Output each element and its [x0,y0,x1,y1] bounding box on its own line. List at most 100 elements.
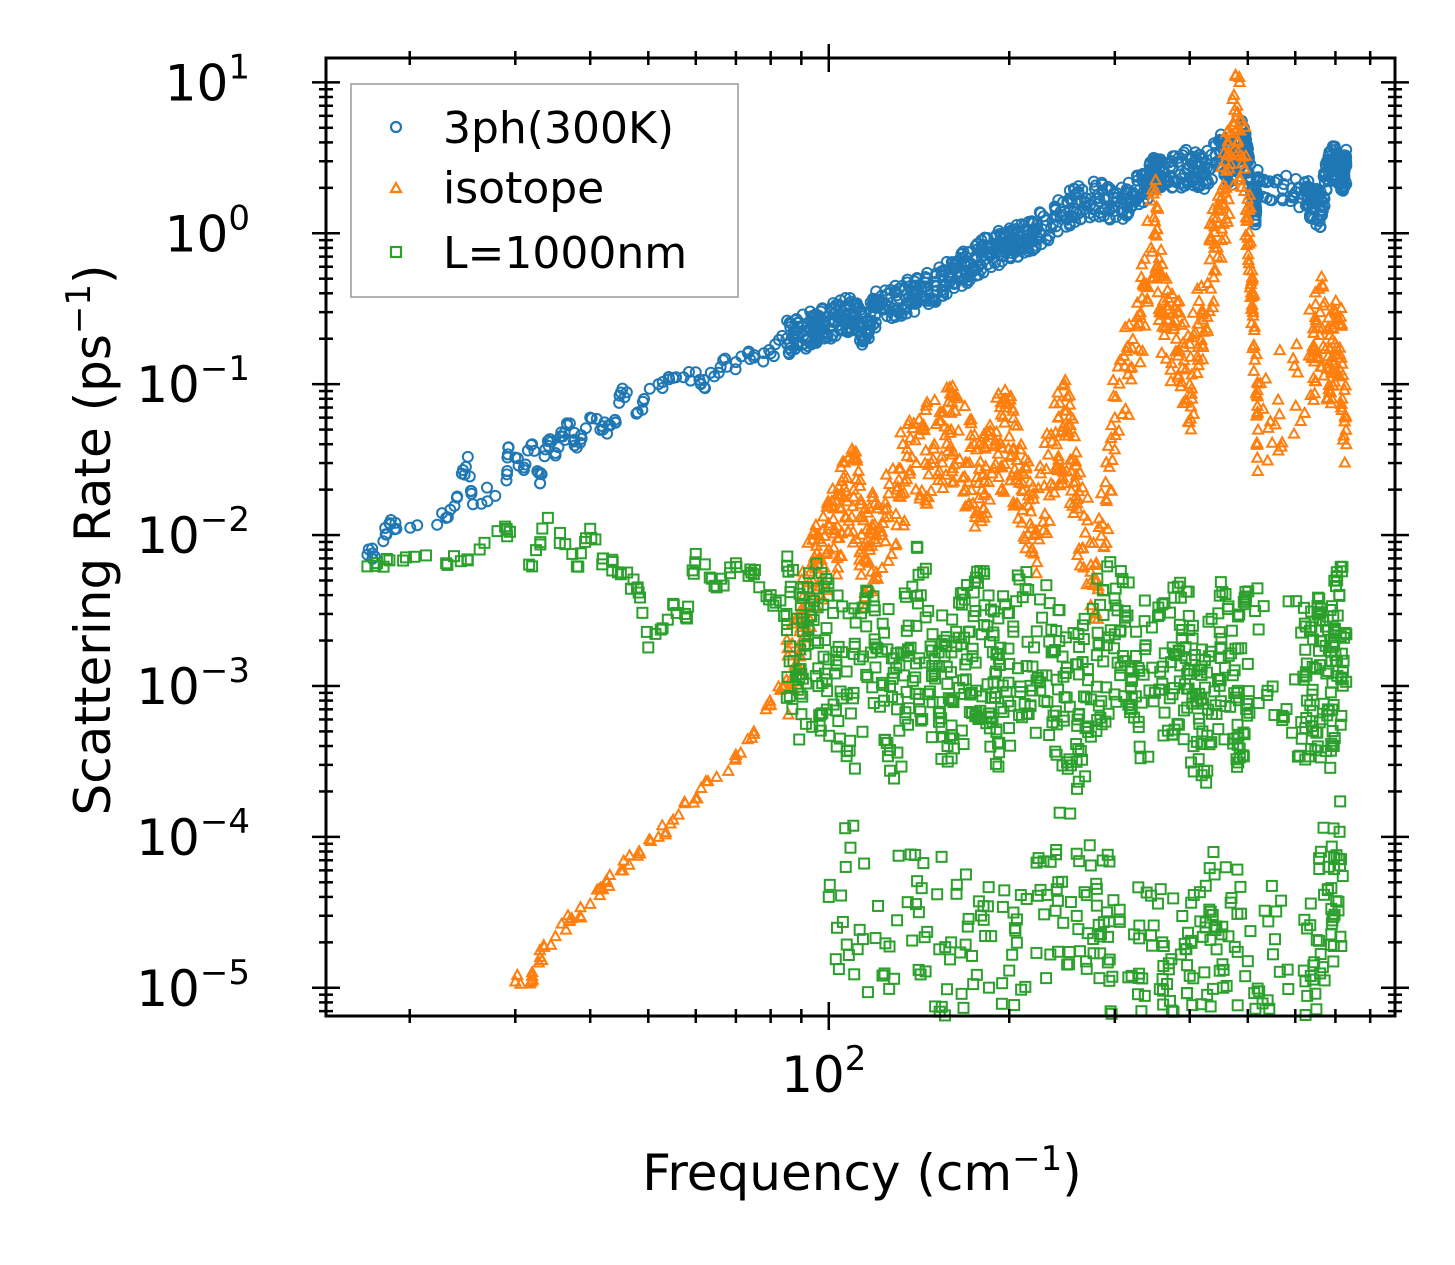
series-1-cloud-point [976,500,990,514]
series-0-point [1329,155,1342,168]
series-2-cloud-point [987,629,1000,642]
series-1-cloud-point [1004,448,1019,461]
series-2-cloud-point [1041,696,1054,709]
series-1-point [1183,377,1197,390]
series-2-cloud-point [1192,753,1205,766]
series-1-cloud-point [1154,242,1168,255]
series-2-cloud-point [848,762,861,775]
series-1-cloud-point [1233,114,1248,127]
series-1-cloud-point [1306,321,1321,334]
series-1-cloud-point [699,774,713,787]
series-2-cloud-point [717,579,730,592]
series-2-cloud-point [1002,642,1015,655]
series-1-cloud-point [1242,187,1257,200]
series-2-cloud-point [1205,612,1218,625]
series-2-cloud-point [875,676,888,689]
series-2-cloud-point [1091,714,1104,727]
series-1-point [1155,305,1169,318]
series-1-cloud-point [1013,442,1027,455]
series-2-cloud-point [1059,667,1072,680]
series-2-cloud-point [1304,624,1317,637]
series-2-cloud-point [1070,909,1083,922]
series-2-cloud-point [868,604,881,617]
series-2-cloud-point [879,733,892,746]
series-2-cloud-point [1026,660,1039,673]
series-2-cloud-point [895,760,908,773]
series-2-cloud-point [806,720,819,733]
series-2-cloud-point [1297,601,1310,614]
series-1-cloud-point [1134,269,1149,283]
series-2-cloud-point [1187,972,1200,985]
series-0-point [975,250,988,263]
series-2-cloud-point [1043,729,1056,742]
series-2-point [1148,686,1161,699]
series-2-cloud-point [1332,895,1345,908]
series-2-cloud-point [848,637,861,650]
series-2-cloud-point [1186,619,1199,632]
series-1-cloud-point [1069,467,1084,480]
series-0-cloud-point [849,321,862,334]
series-1-cloud-point [1066,475,1081,488]
series-2-cloud-point [1244,925,1257,938]
series-1-cloud-point [1080,490,1095,503]
series-2-point [1125,662,1138,675]
series-1-cloud-point [997,415,1012,428]
series-2-cloud-point [1072,923,1085,936]
series-2-point [584,522,597,535]
series-2-cloud-point [1204,1000,1217,1013]
x-axis-label: Frequency (cm−1) [642,1139,1082,1202]
series-2-cloud-point [1331,609,1344,622]
series-1-cloud-point [1151,285,1165,298]
series-2-cloud-point [1266,948,1279,961]
series-1-cloud-point [931,467,945,480]
series-2-point [642,641,655,654]
series-2-cloud-point [1138,615,1151,628]
series-2-cloud-point [901,896,914,909]
series-2-cloud-point [802,567,815,580]
series-2-cloud-point [1074,745,1087,758]
series-1-point [1027,528,1041,541]
series-0-cloud-point [985,260,998,273]
series-2-point [1125,969,1138,982]
series-1-cloud-point [958,399,972,412]
series-2-cloud-point [1031,671,1044,684]
series-0-cloud-point [620,386,633,399]
series-1-cloud-point [1140,213,1155,226]
series-1-cloud-point [854,493,868,506]
series-2-cloud-point [1132,881,1145,894]
series-2-cloud-point [1138,989,1151,1002]
series-1-cloud-point [1289,398,1303,411]
series-1-cloud-point [1159,271,1174,284]
y-tick-label: 100 [165,198,250,263]
series-2-cloud-point [1290,595,1303,608]
series-2-cloud-point [1215,928,1228,941]
series-2-cloud-point [1199,879,1212,892]
series-1-cloud-point [1247,322,1261,335]
series-1-cloud-point [1052,409,1066,422]
y-tick-label: 10−2 [136,500,250,565]
series-0-cloud-point [893,292,906,305]
series-1-cloud-point [1231,133,1245,146]
series-1-cloud-point [1333,340,1347,353]
series-2-cloud-point [1257,600,1270,613]
series-1-point [666,812,680,825]
series-2-cloud-point [1242,685,1255,698]
series-2-cloud-point [1094,947,1107,960]
series-1-cloud-point [1195,312,1210,325]
series-2-cloud-point [1231,945,1244,958]
series-1-point [890,482,904,495]
series-2-cloud-point [957,738,970,751]
series-1-cloud-point [871,497,885,510]
series-2-cloud-point [1200,776,1213,789]
series-1-cloud-point [920,395,934,408]
series-2-cloud-point [1142,750,1155,763]
series-2-cloud-point [1156,973,1169,986]
series-0-cloud-point [978,253,991,266]
series-2-cloud-point [906,934,919,947]
series-0-cloud-point [1120,209,1133,222]
series-2-cloud-point [1215,632,1228,645]
series-2-cloud-point [1162,963,1175,976]
series-2-cloud-point [1303,750,1316,763]
series-2-point [847,686,860,699]
series-0-point [440,511,453,524]
